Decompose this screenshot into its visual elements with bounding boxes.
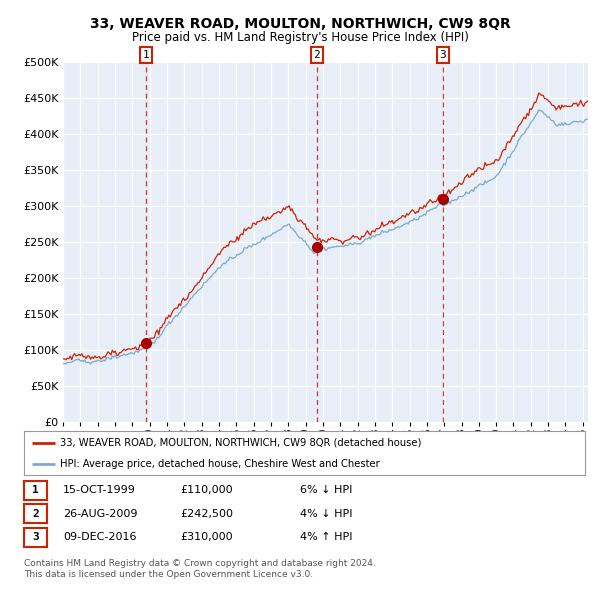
Text: 4% ↓ HPI: 4% ↓ HPI (300, 509, 353, 519)
Text: 15-OCT-1999: 15-OCT-1999 (63, 486, 136, 495)
Text: 09-DEC-2016: 09-DEC-2016 (63, 533, 137, 542)
Text: £310,000: £310,000 (180, 533, 233, 542)
Text: 33, WEAVER ROAD, MOULTON, NORTHWICH, CW9 8QR: 33, WEAVER ROAD, MOULTON, NORTHWICH, CW9… (89, 17, 511, 31)
Text: 6% ↓ HPI: 6% ↓ HPI (300, 486, 352, 495)
Text: 1: 1 (143, 50, 149, 60)
Text: 2: 2 (313, 50, 320, 60)
Text: 1: 1 (32, 486, 39, 495)
Text: £242,500: £242,500 (180, 509, 233, 519)
Text: 2: 2 (32, 509, 39, 519)
Text: Price paid vs. HM Land Registry's House Price Index (HPI): Price paid vs. HM Land Registry's House … (131, 31, 469, 44)
Text: 3: 3 (32, 533, 39, 542)
Text: Contains HM Land Registry data © Crown copyright and database right 2024.: Contains HM Land Registry data © Crown c… (24, 559, 376, 568)
Text: £110,000: £110,000 (180, 486, 233, 495)
Text: 26-AUG-2009: 26-AUG-2009 (63, 509, 137, 519)
Text: 3: 3 (440, 50, 446, 60)
Text: HPI: Average price, detached house, Cheshire West and Chester: HPI: Average price, detached house, Ches… (61, 459, 380, 469)
Text: 4% ↑ HPI: 4% ↑ HPI (300, 533, 353, 542)
Text: This data is licensed under the Open Government Licence v3.0.: This data is licensed under the Open Gov… (24, 571, 313, 579)
Text: 33, WEAVER ROAD, MOULTON, NORTHWICH, CW9 8QR (detached house): 33, WEAVER ROAD, MOULTON, NORTHWICH, CW9… (61, 438, 422, 448)
